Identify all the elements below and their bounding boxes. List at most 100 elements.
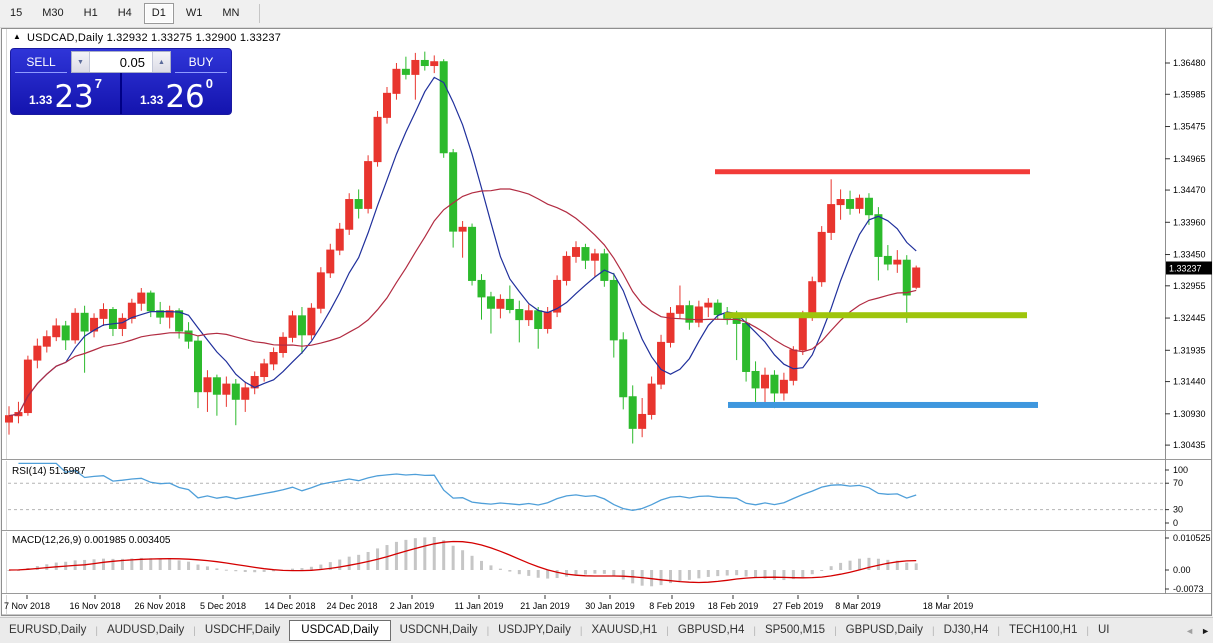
mid-line[interactable] bbox=[725, 312, 1027, 319]
macd-histogram-bar bbox=[602, 570, 606, 574]
rsi-line bbox=[18, 462, 917, 512]
support-line[interactable] bbox=[728, 401, 1038, 408]
volume-increase-button[interactable]: ▲ bbox=[152, 52, 170, 72]
rsi-axis-label: 70 bbox=[1173, 478, 1183, 488]
macd-histogram-bar bbox=[120, 558, 124, 570]
tab-scroll-left-icon[interactable]: ◄ bbox=[1185, 626, 1195, 636]
date-axis-label: 16 Nov 2018 bbox=[69, 601, 120, 611]
macd-histogram-bar bbox=[820, 570, 824, 571]
candle-body bbox=[628, 396, 637, 429]
candle-body bbox=[675, 305, 684, 314]
tab-usdchf-daily[interactable]: USDCHF,Daily bbox=[204, 624, 281, 637]
macd-signal-line bbox=[8, 540, 917, 584]
candle-body bbox=[505, 298, 514, 311]
ma-fast-line bbox=[8, 76, 917, 417]
candle-body bbox=[90, 317, 99, 332]
tab-gbpusd-daily[interactable]: GBPUSD,Daily bbox=[845, 624, 923, 637]
macd-histogram-bar bbox=[706, 570, 710, 577]
tab-audusd-daily[interactable]: AUDUSD,Daily bbox=[106, 624, 185, 637]
macd-histogram-bar bbox=[413, 538, 417, 570]
timeframe-button-m30[interactable]: M30 bbox=[42, 7, 64, 19]
buy-button[interactable]: BUY bbox=[175, 51, 227, 73]
tab-xauusd-h1[interactable]: XAUUSD,H1 bbox=[591, 624, 658, 637]
candle-body bbox=[316, 272, 325, 309]
chart-title-ohlc: USDCAD,Daily 1.32932 1.33275 1.32900 1.3… bbox=[27, 32, 282, 44]
tab-scroll-arrows: ◄ ► bbox=[1180, 618, 1210, 643]
sell-price-display[interactable]: 1.33 23 7 bbox=[11, 73, 120, 114]
candle-body bbox=[241, 387, 250, 400]
tab-ui[interactable]: UI bbox=[1097, 624, 1110, 637]
tab-separator: | bbox=[193, 625, 196, 637]
timeframe-button-d1[interactable]: D1 bbox=[143, 3, 174, 24]
timeframe-button-15[interactable]: 15 bbox=[10, 7, 23, 19]
tab-tech100-h1[interactable]: TECH100,H1 bbox=[1008, 624, 1078, 637]
tab-sp500-m15[interactable]: SP500,M15 bbox=[764, 624, 826, 637]
buy-price-display[interactable]: 1.33 26 0 bbox=[120, 73, 231, 114]
sell-button[interactable]: SELL bbox=[15, 51, 67, 73]
candle-body bbox=[61, 325, 70, 341]
tab-dj30-h4[interactable]: DJ30,H4 bbox=[943, 624, 989, 637]
ma-slow-line bbox=[8, 188, 917, 417]
rsi-axis-label: 0 bbox=[1173, 518, 1178, 528]
timeframe-button-w1[interactable]: W1 bbox=[185, 7, 203, 19]
price-axis-label: 1.33960 bbox=[1173, 217, 1206, 227]
price-axis-label: 1.31935 bbox=[1173, 345, 1206, 355]
macd-histogram-bar bbox=[7, 570, 11, 571]
date-axis-label: 8 Mar 2019 bbox=[835, 601, 881, 611]
candle-body bbox=[846, 199, 855, 209]
current-price-badge bbox=[1166, 261, 1212, 275]
macd-histogram-bar bbox=[593, 570, 597, 574]
tab-usdcnh-daily[interactable]: USDCNH,Daily bbox=[399, 624, 478, 637]
macd-histogram-bar bbox=[130, 558, 134, 570]
candle-body bbox=[817, 231, 826, 283]
macd-histogram-bar bbox=[697, 570, 701, 579]
price-axis-label: 1.34965 bbox=[1173, 154, 1206, 164]
macd-histogram-bar bbox=[451, 545, 455, 570]
macd-histogram-bar bbox=[139, 557, 143, 570]
timeframe-button-h4[interactable]: H4 bbox=[117, 7, 132, 19]
macd-histogram-bar bbox=[291, 568, 294, 570]
buy-price-main: 26 bbox=[165, 78, 205, 115]
chart-collapse-arrow-icon[interactable]: ▲ bbox=[13, 32, 21, 41]
tab-scroll-right-icon[interactable]: ► bbox=[1201, 626, 1210, 636]
candle-body bbox=[572, 247, 580, 257]
candle-body bbox=[71, 312, 80, 341]
tab-separator: | bbox=[579, 625, 583, 637]
volume-decrease-button[interactable]: ▼ bbox=[72, 52, 90, 72]
candle-body bbox=[383, 92, 391, 118]
tab-eurusd-daily[interactable]: EURUSD,Daily bbox=[9, 624, 87, 637]
date-axis-label: 24 Dec 2018 bbox=[326, 601, 377, 611]
price-axis-label: 1.30930 bbox=[1173, 409, 1206, 419]
sell-price-sup: 7 bbox=[94, 76, 103, 91]
candle-body bbox=[411, 59, 420, 75]
date-axis-label: 18 Feb 2019 bbox=[708, 601, 759, 611]
macd-histogram-bar bbox=[621, 570, 625, 580]
candle-body bbox=[742, 322, 751, 372]
tab-separator: | bbox=[997, 625, 1000, 637]
macd-histogram-bar bbox=[867, 557, 871, 570]
macd-histogram-bar bbox=[158, 558, 162, 570]
macd-histogram-bar bbox=[177, 560, 181, 570]
volume-input[interactable]: 0.05 bbox=[90, 52, 152, 72]
timeframe-button-mn[interactable]: MN bbox=[222, 7, 240, 19]
buy-price-sup: 0 bbox=[205, 76, 214, 91]
macd-histogram-bar bbox=[659, 570, 663, 586]
macd-histogram-bar bbox=[735, 570, 739, 576]
macd-histogram-bar bbox=[215, 568, 219, 570]
candle-body bbox=[439, 61, 448, 154]
resistance-line[interactable] bbox=[715, 169, 1030, 175]
candle-body bbox=[600, 253, 609, 281]
tab-usdjpy-daily[interactable]: USDJPY,Daily bbox=[498, 624, 571, 637]
macd-indicator-label: MACD(12,26,9) 0.001985 0.003405 bbox=[12, 535, 171, 546]
macd-axis-label: 0.00 bbox=[1173, 565, 1191, 575]
candle-body bbox=[80, 312, 89, 332]
macd-histogram-bar bbox=[92, 559, 96, 570]
candle-body bbox=[477, 279, 486, 298]
timeframe-toolbar: 15 M30 H1 H4 D1 W1 MN bbox=[0, 0, 1213, 28]
candle-body bbox=[543, 311, 552, 329]
macd-histogram-bar bbox=[423, 537, 427, 570]
tab-gbpusd-h4[interactable]: GBPUSD,H4 bbox=[677, 624, 745, 637]
timeframe-button-h1[interactable]: H1 bbox=[83, 7, 98, 19]
tab-usdcad-daily[interactable]: USDCAD,Daily bbox=[289, 619, 391, 642]
candle-body bbox=[269, 352, 278, 365]
